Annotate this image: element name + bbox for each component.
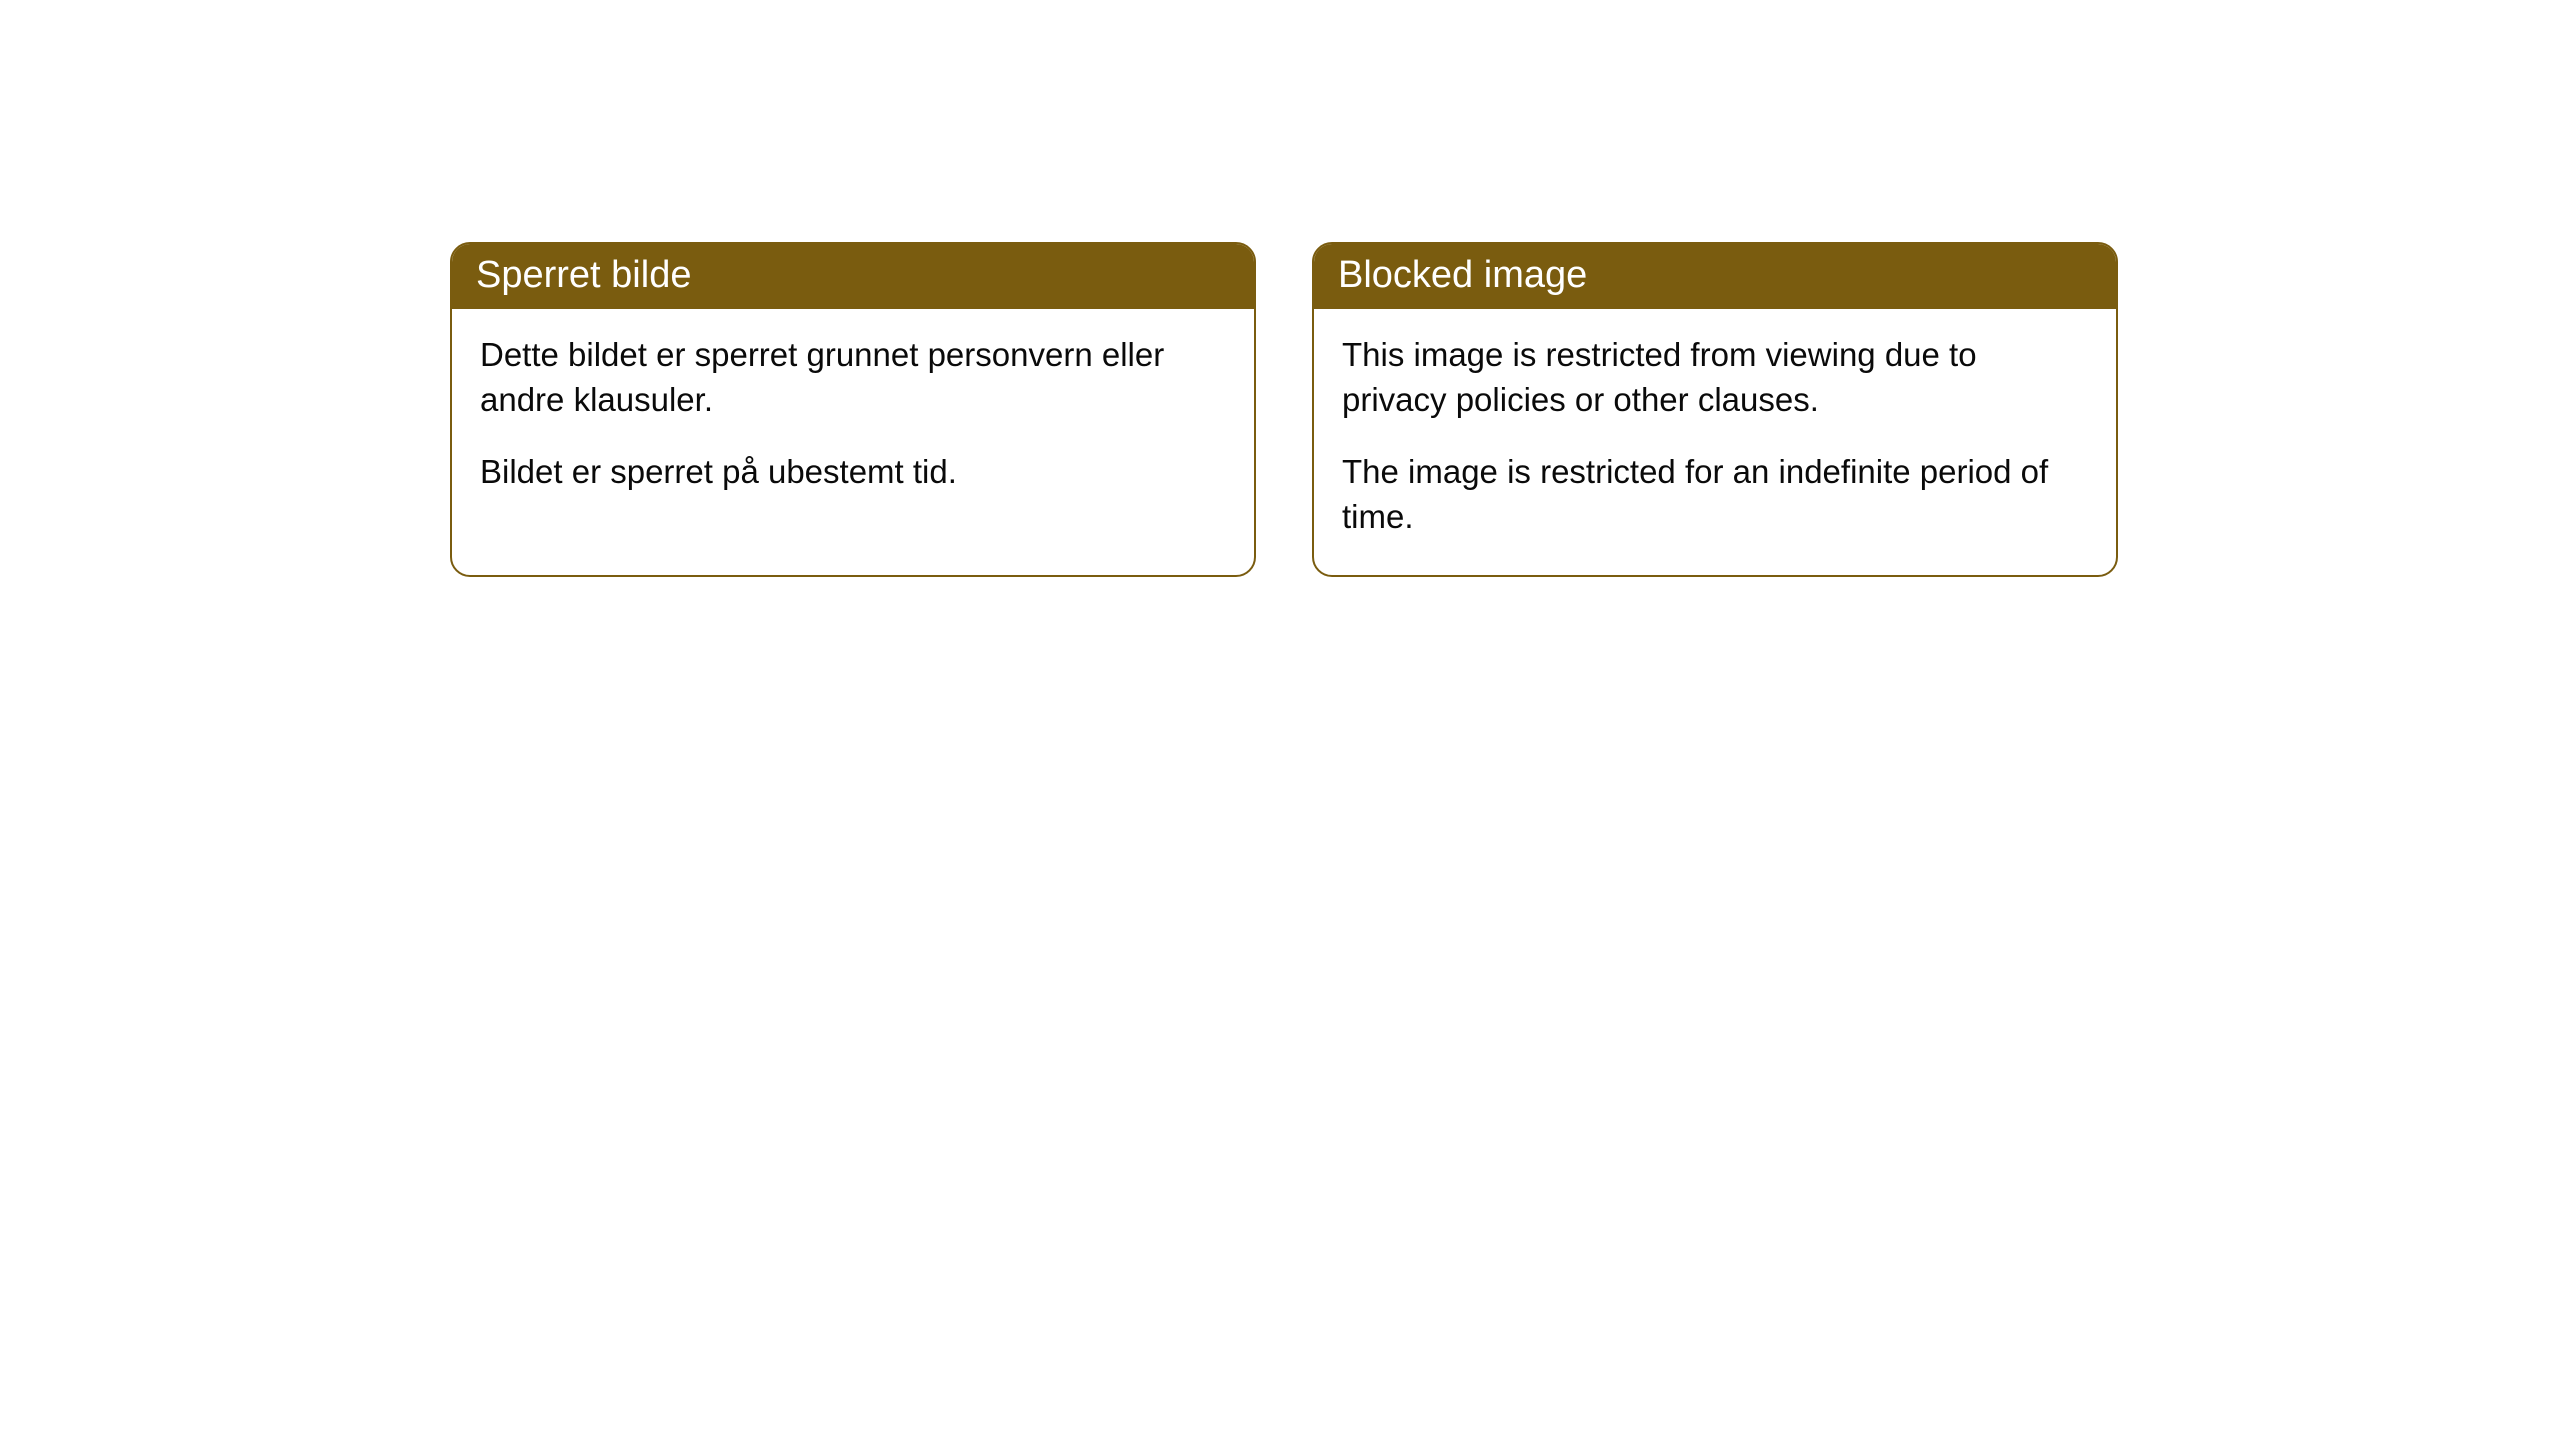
card-paragraph-no-2: Bildet er sperret på ubestemt tid.	[480, 450, 1226, 495]
cards-container: Sperret bilde Dette bildet er sperret gr…	[0, 0, 2560, 577]
card-body-no: Dette bildet er sperret grunnet personve…	[452, 309, 1254, 531]
card-header-en: Blocked image	[1314, 244, 2116, 309]
blocked-image-card-no: Sperret bilde Dette bildet er sperret gr…	[450, 242, 1256, 577]
card-header-no: Sperret bilde	[452, 244, 1254, 309]
card-paragraph-no-1: Dette bildet er sperret grunnet personve…	[480, 333, 1226, 422]
card-body-en: This image is restricted from viewing du…	[1314, 309, 2116, 575]
card-paragraph-en-1: This image is restricted from viewing du…	[1342, 333, 2088, 422]
blocked-image-card-en: Blocked image This image is restricted f…	[1312, 242, 2118, 577]
card-paragraph-en-2: The image is restricted for an indefinit…	[1342, 450, 2088, 539]
